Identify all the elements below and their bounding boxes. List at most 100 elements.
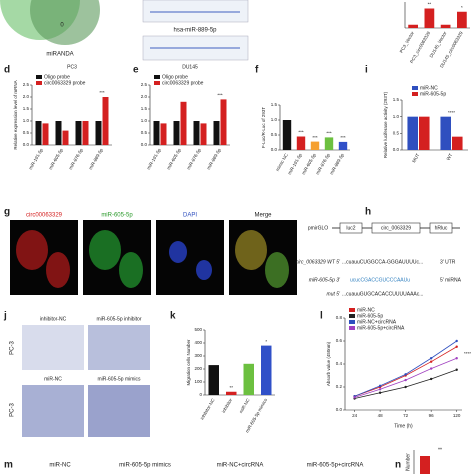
panel-m: miR-NC miR-605-5p mimics miR-NC+circRNA …	[49, 463, 363, 469]
bar	[296, 136, 306, 150]
venn-count: 0	[60, 23, 64, 29]
venn-label: miRANDA	[46, 52, 73, 58]
y-tick-label: 0.0	[393, 147, 400, 152]
annotation: ***	[312, 135, 318, 140]
y-tick-label: 500	[194, 327, 202, 332]
venn-circle	[30, 0, 100, 45]
annotation: ***	[99, 90, 105, 95]
cell	[89, 230, 121, 270]
annotation: **	[229, 385, 233, 390]
y-tick-label: 1.5	[271, 102, 278, 107]
row-label: PC-3	[10, 341, 16, 355]
point	[455, 345, 458, 348]
line	[354, 357, 457, 398]
annotation: ***	[217, 93, 223, 98]
legend-label: circ0063329 probe	[44, 80, 86, 86]
bar	[440, 24, 451, 28]
y-axis-label: Relative expression level of mRNA	[13, 80, 18, 149]
legend-swatch	[154, 75, 160, 79]
seq: ...cuauuGUGCACACCUUUUAAAc...	[342, 291, 423, 297]
x-tick-label: MUT	[411, 152, 420, 163]
y-axis-label: F-Luc/R-Luc of 293T	[261, 107, 266, 149]
panel-n: Number **	[405, 447, 442, 474]
legend-swatch	[349, 320, 355, 324]
y-axis-label: Migration cells Number	[186, 339, 191, 386]
x-tick-label: 72	[403, 413, 409, 418]
point	[429, 377, 433, 381]
seq-end: 5' miRNA	[440, 277, 462, 283]
legend-label: miR-NC+circRNA	[357, 319, 397, 325]
x-axis-label: Time (h)	[394, 423, 413, 429]
point	[429, 357, 433, 360]
x-tick-label: inhibitor	[221, 397, 233, 414]
y-tick-label: 1.0	[141, 118, 148, 123]
x-tick-label: 120	[453, 413, 461, 418]
point	[353, 396, 356, 399]
y-tick-label: 0.4	[336, 361, 343, 366]
venn: 0 miRANDA	[0, 0, 100, 58]
bar	[62, 130, 69, 145]
gene-label: hRluc	[435, 225, 448, 231]
x-tick-label: miR-876-5p	[68, 147, 84, 170]
point	[429, 360, 433, 363]
bar	[75, 121, 82, 145]
legend-swatch	[36, 75, 42, 79]
y-tick-label: 0.0	[271, 147, 278, 152]
bar	[42, 123, 49, 145]
seq: ...cuauuCUGGCCA-GGGAUUUUc...	[342, 259, 423, 265]
image	[156, 220, 224, 295]
legend-swatch	[36, 81, 42, 85]
annotation: ***	[340, 135, 346, 140]
y-tick-label: 0.5	[23, 130, 30, 135]
cell	[46, 252, 70, 288]
x-tick-label: mimic NC	[275, 152, 289, 172]
y-tick-label: 1.5	[141, 106, 148, 111]
legend-swatch	[412, 92, 418, 96]
column-label: miR-NC	[44, 376, 62, 382]
bar	[200, 123, 207, 145]
x-tick-label: 24	[352, 413, 358, 418]
column-label: miR-NC+circRNA	[217, 463, 264, 469]
image-label: circ00063329	[26, 213, 63, 219]
point	[404, 373, 407, 376]
x-tick-label: 48	[378, 413, 384, 418]
bar	[180, 101, 187, 145]
y-tick-label: 0.5	[271, 132, 278, 137]
panel-letter: n	[395, 460, 401, 471]
chart-title: DU145	[182, 64, 198, 70]
point	[455, 368, 458, 371]
panel-letter: h	[365, 207, 371, 218]
image-label: miR-605-5p	[101, 213, 133, 219]
panel-letter: g	[4, 207, 10, 218]
y-tick-label: 1.0	[23, 118, 30, 123]
y-tick-label: 0.5	[141, 130, 148, 135]
bar	[208, 365, 219, 395]
y-axis-label: Number	[405, 453, 411, 471]
panel-h: pmirGLO luc2 circ_0063329 hRluc circ_006…	[296, 222, 462, 297]
cell	[235, 230, 267, 270]
y-tick-label: 0.6	[336, 338, 343, 343]
panel-letter: l	[320, 311, 323, 322]
panel-g: circ00063329 miR-605-5p DAPI Merge	[10, 213, 297, 295]
image	[88, 385, 150, 437]
bar	[82, 121, 89, 145]
bar	[408, 24, 418, 28]
annotation: ****	[464, 351, 471, 356]
x-tick-label: miR-876-5p	[186, 147, 202, 170]
y-axis-label: Absorb value (450nm)	[326, 341, 331, 386]
legend-label: Oligo probe	[44, 74, 70, 80]
bar	[457, 11, 467, 28]
y-tick-label: 2.0	[23, 94, 30, 99]
bar	[220, 99, 227, 145]
y-tick-label: 2.5	[141, 82, 148, 87]
cell	[265, 252, 289, 288]
x-tick-label: PC3_Vector	[399, 30, 416, 54]
y-tick-label: 1.0	[393, 114, 400, 119]
column-label: miR-605-5p+circRNA	[307, 463, 364, 469]
annotation: *	[461, 5, 463, 10]
panel-letter: f	[255, 65, 259, 76]
bar	[160, 123, 167, 145]
y-tick-label: 2.0	[141, 94, 148, 99]
column-label: miR-NC	[49, 463, 71, 469]
